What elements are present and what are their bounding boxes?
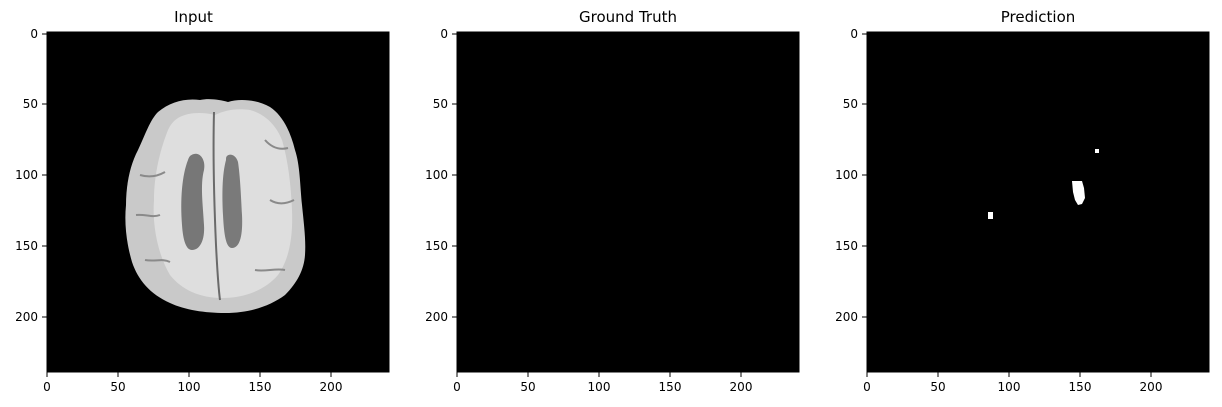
ytick-label: 50 (23, 97, 38, 111)
axes-border (456, 31, 800, 373)
ytick-label: 150 (15, 239, 38, 253)
panel-ground-truth: Ground Truth 0 50 100 150 200 0 50 100 1… (410, 0, 810, 407)
xtick-label: 200 (320, 380, 343, 394)
xtick-label: 0 (453, 380, 461, 394)
panel-prediction: Prediction 0 50 100 150 200 0 (820, 0, 1220, 407)
ytick-label: 200 (425, 310, 448, 324)
ytick-label: 50 (433, 97, 448, 111)
mask-image (457, 32, 799, 372)
ytick-label: 150 (835, 239, 858, 253)
brain-image (125, 99, 306, 313)
ytick-label: 200 (15, 310, 38, 324)
ytick-label: 100 (15, 168, 38, 182)
ytick-label: 150 (425, 239, 448, 253)
x-ticks: 0 50 100 150 200 (453, 372, 752, 394)
panel-title-prediction: Prediction (1000, 8, 1076, 26)
panel-title-ground-truth: Ground Truth (579, 8, 677, 26)
xtick-label: 100 (178, 380, 201, 394)
x-ticks: 0 50 100 150 200 (863, 372, 1162, 394)
axes-input: 0 50 100 150 200 0 50 100 150 200 (15, 27, 390, 394)
mask-image (867, 32, 1209, 372)
panel-title-input: Input (174, 8, 213, 26)
ytick-label: 0 (440, 27, 448, 41)
y-ticks: 0 50 100 150 200 (835, 27, 867, 324)
ytick-label: 200 (835, 310, 858, 324)
xtick-label: 150 (1069, 380, 1092, 394)
ytick-label: 0 (30, 27, 38, 41)
xtick-label: 50 (110, 380, 125, 394)
axes-prediction: 0 50 100 150 200 0 50 100 150 200 (835, 27, 1210, 394)
ytick-label: 50 (843, 97, 858, 111)
xtick-label: 200 (730, 380, 753, 394)
panel-input: Input 0 50 (0, 0, 400, 407)
xtick-label: 150 (249, 380, 272, 394)
xtick-label: 100 (588, 380, 611, 394)
xtick-label: 200 (1140, 380, 1163, 394)
xtick-label: 50 (930, 380, 945, 394)
prediction-blobs (988, 149, 1099, 219)
y-ticks: 0 50 100 150 200 (15, 27, 47, 324)
xtick-label: 150 (659, 380, 682, 394)
axes-border (866, 31, 1210, 373)
x-ticks: 0 50 100 150 200 (43, 372, 342, 394)
ytick-label: 100 (425, 168, 448, 182)
xtick-label: 100 (998, 380, 1021, 394)
ytick-label: 100 (835, 168, 858, 182)
xtick-label: 0 (863, 380, 871, 394)
ytick-label: 0 (850, 27, 858, 41)
y-ticks: 0 50 100 150 200 (425, 27, 457, 324)
xtick-label: 0 (43, 380, 51, 394)
axes-border (46, 31, 390, 373)
axes-ground-truth: 0 50 100 150 200 0 50 100 150 200 (425, 27, 800, 394)
xtick-label: 50 (520, 380, 535, 394)
